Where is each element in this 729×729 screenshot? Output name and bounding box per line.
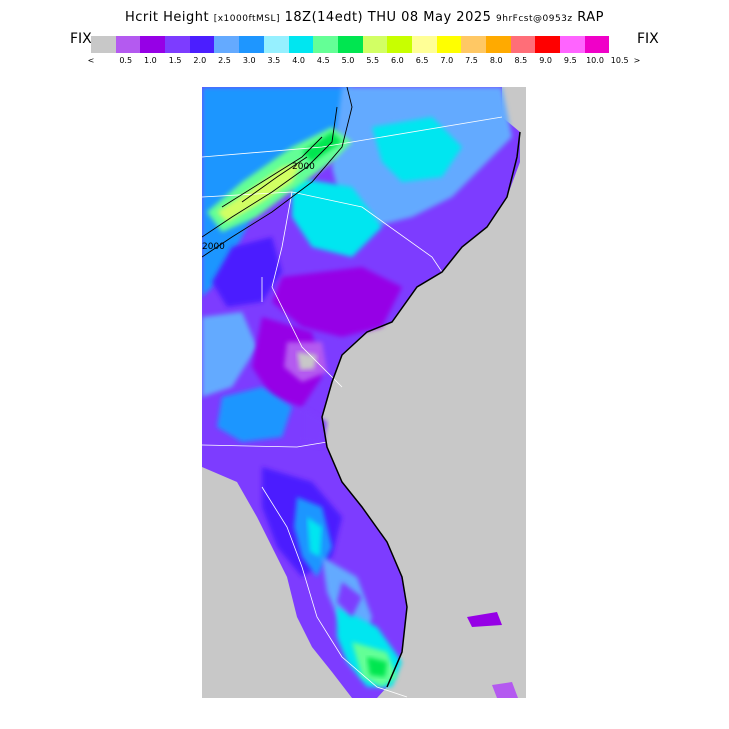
map-title: Hcrit Height [x1000ftMSL] 18Z(14edt) THU… (0, 10, 729, 25)
contour-label: 2000 (202, 242, 225, 252)
color-swatch (189, 36, 215, 53)
scale-tick-label: 1.0 (144, 56, 157, 65)
color-swatch (337, 36, 363, 53)
scale-tick-label: 0.5 (119, 56, 133, 65)
land-field (202, 87, 520, 698)
scale-tick-label: 7.0 (440, 56, 454, 65)
scale-tick-label: 3.5 (267, 56, 281, 65)
color-swatch (584, 36, 610, 53)
scale-tick-label: 2.0 (193, 56, 207, 65)
color-swatch (140, 36, 166, 53)
scale-tick-label: 1.5 (168, 56, 182, 65)
contour-label: 2000 (292, 162, 315, 172)
color-swatch (115, 36, 141, 53)
fix-right-label: FIX (637, 31, 659, 47)
scale-tick-label: 10.5 (610, 56, 629, 65)
keys-field (492, 682, 518, 698)
title-field: Hcrit Height (124, 10, 210, 25)
color-swatch (165, 36, 190, 53)
contours (202, 87, 353, 258)
scale-tick-label: > (633, 56, 641, 65)
scale-tick-label: 5.5 (366, 56, 380, 65)
color-swatch (362, 36, 388, 53)
hcrit-height-map: 2000 2000 (202, 87, 526, 698)
scale-tick-label: 6.0 (391, 56, 404, 65)
scale-tick-label: 4.0 (292, 56, 305, 65)
color-swatch (560, 36, 585, 53)
title-model: RAP (577, 10, 605, 25)
color-swatch (436, 36, 462, 53)
scale-tick-label: 8.5 (514, 56, 528, 65)
color-swatch (313, 36, 338, 53)
bahamas-field (467, 612, 502, 627)
scale-tick-label: < (87, 56, 95, 65)
title-valid-time: 18Z(14edt) THU 08 May 2025 (284, 10, 492, 25)
scale-tick-label: 7.5 (465, 56, 478, 65)
scale-tick-label: 10.0 (586, 56, 604, 65)
color-swatch (214, 36, 240, 53)
state-boundaries (202, 116, 503, 698)
scale-tick-label: 4.5 (316, 56, 330, 65)
color-scale-bar (91, 36, 610, 53)
color-swatch (486, 36, 511, 53)
color-swatch (387, 36, 412, 53)
title-units: [x1000ftMSL] (213, 14, 280, 24)
color-scale-ticks: <0.5 1.0 1.5 2.0 2.5 3.0 3.5 4.0 4.5 5.0 5.5 6.0 6.5… (82, 56, 642, 68)
color-swatch (263, 36, 289, 53)
scale-tick-label: 8.0 (489, 56, 503, 65)
scale-tick-label: 9.0 (539, 56, 552, 65)
scale-tick-label: 2.5 (218, 56, 231, 65)
color-swatch (510, 36, 536, 53)
fix-left-label: FIX (70, 31, 92, 47)
scale-tick-label: 5.0 (341, 56, 355, 65)
coastline (321, 131, 521, 688)
color-swatch (535, 36, 561, 53)
scale-tick-label: 3.0 (242, 56, 256, 65)
color-swatch (91, 36, 116, 53)
scale-tick-label: 6.5 (415, 56, 429, 65)
scale-tick-label: 9.5 (563, 56, 577, 65)
title-forecast: 9hrFcst@0953z (496, 14, 573, 24)
color-swatch (239, 36, 264, 53)
color-swatch (411, 36, 437, 53)
color-swatch (461, 36, 486, 53)
color-swatch (288, 36, 314, 53)
